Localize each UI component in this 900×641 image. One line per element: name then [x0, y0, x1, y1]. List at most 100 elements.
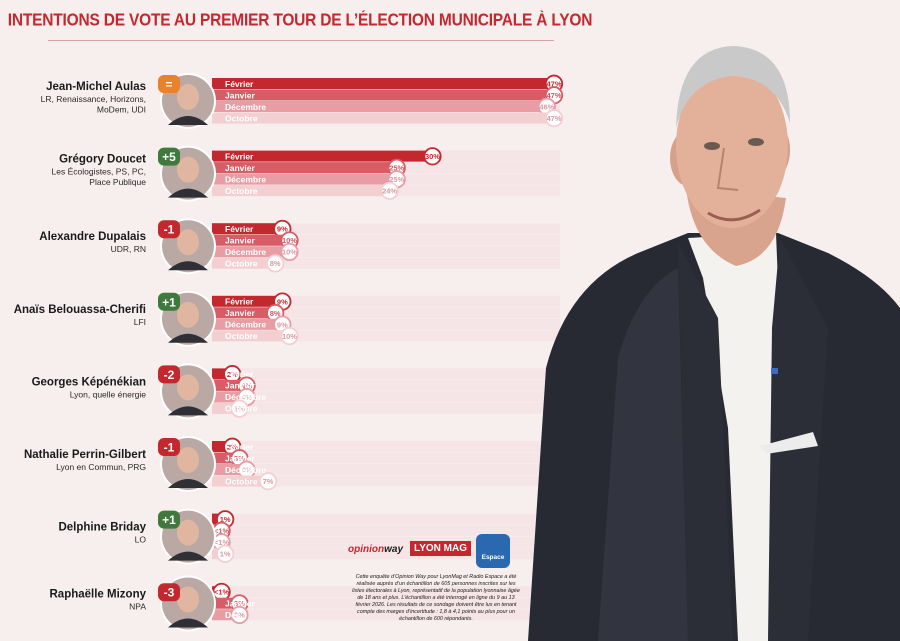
bar-value-label: 47%	[546, 79, 561, 88]
candidate-block: 2%Février4%Janvier4%Décembre3%Octobre-2G…	[32, 363, 560, 420]
bar-value-label: 1%	[220, 515, 231, 524]
bar-track	[212, 586, 560, 598]
candidate-party: MoDem, UDI	[97, 105, 146, 115]
candidate-name: Georges Képénékian	[32, 376, 146, 388]
bar-value-label: 46%	[539, 102, 554, 111]
candidate-party: NPA	[129, 601, 146, 611]
bar-track	[212, 391, 560, 403]
delta-badge	[158, 147, 180, 166]
bar	[212, 295, 283, 307]
bar-value-label: 2%	[227, 370, 238, 379]
candidate-photo-body	[168, 261, 208, 271]
candidate-name: Nathalie Perrin-Gilbert	[24, 449, 146, 461]
month-label: Octobre	[225, 404, 258, 414]
month-label: Octobre	[225, 113, 258, 123]
month-label: Février	[225, 224, 254, 234]
bar-value-label: 47%	[546, 91, 561, 100]
bar-track	[212, 609, 560, 621]
chart-title: INTENTIONS DE VOTE AU PREMIER TOUR DE L’…	[7, 10, 593, 31]
bar-track	[212, 441, 560, 452]
bar-chart: 47% Février 47% Janvier 46% Décembre 47% Octobr…	[14, 73, 564, 632]
lyonmag-logo: LYON MAG	[410, 541, 471, 556]
bar-track	[212, 464, 560, 475]
bar-track	[212, 257, 560, 269]
bar-value-label: 47%	[546, 114, 561, 123]
bar	[212, 391, 247, 403]
candidate-photo-face	[177, 586, 199, 613]
bar-track	[212, 223, 560, 235]
month-label: Octobre	[225, 476, 258, 486]
methodology-note: Cette enquête d’Opinion Way pour LyonMag…	[352, 574, 520, 622]
month-label: Janvier	[225, 598, 255, 608]
candidate-party: LR, Renaissance, Horizons,	[41, 94, 146, 104]
bar	[212, 246, 290, 258]
candidate-block: 9% Février 8% Janvier 9% Décembre 10% Octobre +1…	[14, 290, 560, 347]
candidate-name: Delphine Briday	[58, 522, 146, 534]
bar	[212, 112, 554, 124]
delta-badge	[158, 510, 180, 529]
bar	[212, 330, 290, 342]
bar-value-label: 3%	[234, 599, 245, 608]
bar	[212, 452, 240, 464]
bar-value-label: <1%	[214, 538, 230, 547]
candidate-name: Raphaëlle Mizony	[50, 588, 147, 600]
delta-badge	[158, 365, 180, 384]
candidate-name: Grégory Doucet	[59, 154, 146, 166]
bar-value-label: 9%	[277, 297, 288, 306]
candidate-portrait-photo	[528, 46, 900, 641]
bar-value-label: 2%	[227, 442, 238, 451]
bar-track	[212, 295, 560, 307]
bar-track	[212, 597, 560, 609]
bar-value-cap	[423, 147, 442, 166]
candidate-block: 2%Février 3%Janvier 4%Décembre 7% Octobre -1 N…	[24, 436, 560, 492]
bar-value-cap	[544, 109, 564, 128]
bar	[212, 257, 276, 269]
candidate-party: UDR, RN	[111, 244, 146, 254]
bar-value-label: 8%	[270, 309, 281, 318]
bar	[212, 185, 390, 197]
candidate-name: Jean-Michel Aulas	[46, 81, 146, 93]
month-label: Décembre	[225, 174, 266, 184]
bar-value-label: 24%	[382, 187, 397, 196]
bar-track	[212, 330, 560, 342]
month-label: Décembre	[225, 102, 266, 112]
bar-value-label: <1%	[214, 588, 230, 597]
month-label: Janvier	[225, 381, 255, 391]
month-label: Octobre	[225, 186, 258, 196]
candidate-party: Les Écologistes, PS, PC,	[52, 167, 147, 177]
delta-badge	[158, 438, 180, 456]
bar-value-label: 10%	[282, 236, 297, 245]
bar-value-cap	[280, 242, 299, 262]
candidate-party: Lyon, quelle énergie	[70, 389, 147, 399]
bar-value-label: 1%	[220, 550, 231, 559]
delta-badge-label: +5	[162, 150, 176, 164]
candidate-photo-body	[168, 479, 208, 488]
month-label: Octobre	[225, 331, 258, 341]
month-label: Février	[225, 369, 254, 379]
candidate-photo-face	[177, 519, 199, 546]
candidate-block: 30% Février 25% Janvier 25% Décembre 24% Octobr…	[52, 145, 560, 202]
candidate-party: Place Publique	[89, 177, 146, 187]
bar-track	[212, 246, 560, 258]
bar-value-label: 4%	[241, 381, 252, 390]
bar	[212, 597, 240, 609]
bar	[212, 379, 247, 391]
bar-value-label: 8%	[270, 259, 281, 268]
bar-value-label: 3%	[234, 404, 245, 413]
bar-value-cap	[380, 181, 399, 200]
bar-value-label: 3%	[234, 454, 245, 463]
bar-value-cap	[258, 472, 278, 491]
month-label: Janvier	[225, 235, 255, 245]
candidate-photo-face	[177, 229, 199, 256]
bar-value-label: 7%	[263, 477, 274, 486]
candidate-block: 9% Février 10% Janvier 10% Décembre 8% Octobre -…	[39, 218, 560, 275]
bar	[212, 609, 240, 621]
opinionway-logo: opinionway	[348, 544, 404, 555]
candidate-photo-face	[177, 156, 199, 183]
bar-track	[212, 475, 560, 487]
candidate-name: Alexandre Dupalais	[39, 231, 146, 243]
delta-badge	[158, 292, 180, 311]
month-label: Déc.	[225, 610, 243, 620]
delta-badge-label: +1	[162, 295, 176, 309]
